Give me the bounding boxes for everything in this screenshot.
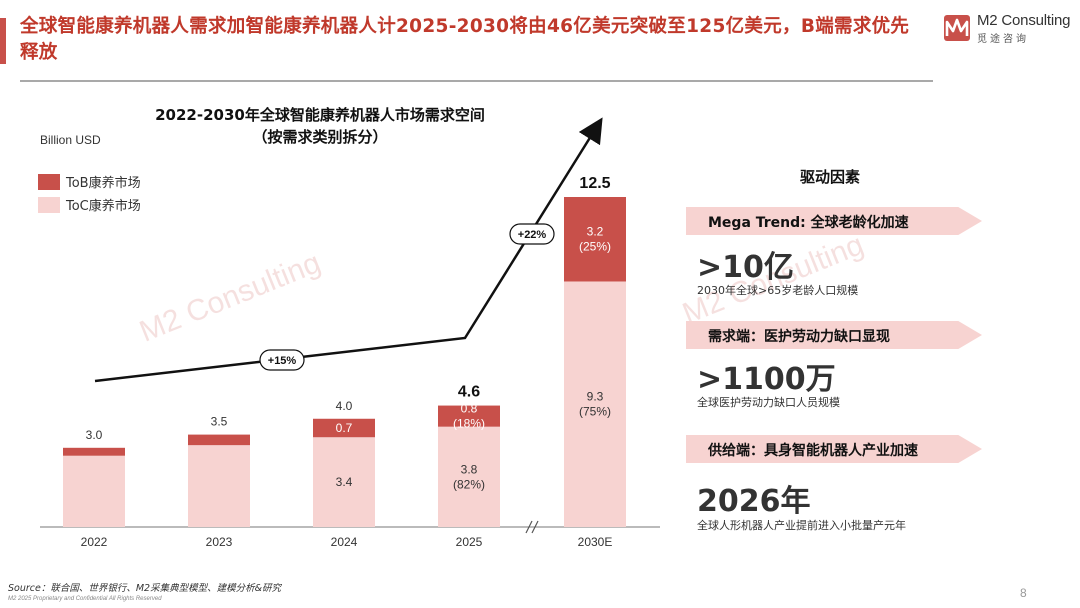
total-label-2022: 3.0 — [86, 428, 103, 442]
axis-break-mark — [531, 520, 539, 534]
driver-banner-megatrend: Mega Trend: 全球老龄化加速 — [686, 207, 982, 235]
bar-toc-2023 — [188, 445, 250, 527]
page-number: 8 — [1020, 586, 1027, 600]
driver-value-labor-gap: >1100万 — [697, 362, 836, 397]
total-label-2025: 4.6 — [458, 384, 480, 401]
bar-tob-2022 — [63, 447, 125, 456]
data-label-toc-2025: (82%) — [453, 477, 485, 491]
chart-subtitle: （按需求类别拆分） — [252, 128, 388, 146]
bar-tob-2024 — [313, 418, 375, 438]
driver-desc-year: 全球人形机器人产业提前进入小批量产元年 — [697, 519, 906, 532]
m2-logo: M2 Consulting 觅途咨询 — [943, 12, 1078, 46]
data-label-toc-2025: 3.8 — [461, 462, 478, 476]
logo-name: M2 Consulting — [977, 12, 1071, 29]
source-note: Source：联合国、世界银行、M2采集典型模型、建模分析&研究 — [8, 583, 281, 594]
chart-title: 2022-2030年全球智能康养机器人市场需求空间 （按需求类别拆分） — [110, 104, 530, 148]
total-label-2030E: 12.5 — [579, 175, 610, 192]
data-label-tob-2025: 0.8 — [461, 402, 478, 416]
x-tick-2024: 2024 — [331, 535, 358, 549]
growth-badge — [259, 349, 305, 371]
title-accent-bar — [0, 18, 6, 64]
legend-item-toc: ToC康养市场 — [38, 193, 141, 216]
bar-toc-2022 — [63, 455, 125, 527]
drivers-heading: 驱动因素 — [799, 168, 860, 186]
driver-value-elderly: >10亿 — [697, 250, 794, 285]
driver-value-year: 2026年 — [697, 484, 811, 519]
driver-banner-label: 需求端：医护劳动力缺口显现 — [708, 329, 890, 345]
bar-tob-2023 — [188, 434, 250, 446]
driver-desc-labor-gap: 全球医护劳动力缺口人员规模 — [697, 396, 840, 409]
total-label-2023: 3.5 — [211, 415, 228, 429]
data-label-toc-2030E: 9.3 — [587, 390, 604, 404]
driver-banner-demand: 需求端：医护劳动力缺口显现 — [686, 321, 982, 349]
page-title: 全球智能康养机器人需求加智能康养机器人计2025-2030将由46亿美元突破至1… — [20, 16, 910, 63]
bar-toc-2024 — [313, 437, 375, 527]
data-label-tob-2025: (18%) — [453, 417, 485, 431]
growth-badge — [509, 223, 555, 245]
chart-legend: ToB康养市场 ToC康养市场 — [38, 170, 141, 216]
legend-swatch-toc — [38, 196, 60, 213]
legend-item-tob: ToB康养市场 — [38, 170, 141, 193]
confidential-note: M2 2025 Proprietary and Confidential All… — [8, 596, 162, 602]
driver-banner-supply: 供给端：具身智能机器人产业加速 — [686, 435, 982, 463]
data-label-tob-2030E: (25%) — [579, 240, 611, 254]
chart-title-main: 2022-2030年全球智能康养机器人市场需求空间 — [155, 106, 485, 124]
growth-rate-label: +15% — [268, 355, 297, 367]
bar-toc-2025 — [438, 426, 500, 527]
y-axis-unit: Billion USD — [40, 133, 101, 147]
title-divider — [20, 80, 933, 82]
driver-desc-elderly: 2030年全球>65岁老龄人口规模 — [697, 284, 859, 297]
total-label-2024: 4.0 — [336, 399, 353, 413]
legend-label-toc: ToC康养市场 — [66, 199, 141, 214]
data-label-tob-2030E: 3.2 — [587, 225, 604, 239]
logo-subtitle: 觅途咨询 — [977, 34, 1029, 45]
legend-label-tob: ToB康养市场 — [66, 176, 141, 191]
bar-tob-2025 — [438, 405, 500, 427]
axis-break-mark — [525, 520, 533, 534]
x-tick-2023: 2023 — [206, 535, 233, 549]
driver-banner-label: Mega Trend: 全球老龄化加速 — [708, 215, 909, 231]
data-label-tob-2024: 0.7 — [336, 421, 353, 435]
x-tick-2022: 2022 — [81, 535, 108, 549]
legend-swatch-tob — [38, 173, 60, 190]
growth-rate-label: +22% — [518, 229, 547, 241]
m2-logo-icon — [944, 15, 970, 41]
bar-tob-2030E — [564, 197, 626, 282]
x-tick-2030E: 2030E — [578, 535, 613, 549]
data-label-toc-2024: 3.4 — [336, 475, 353, 489]
data-label-toc-2030E: (75%) — [579, 405, 611, 419]
x-tick-2025: 2025 — [456, 535, 483, 549]
growth-trend-arrow — [94, 117, 603, 383]
bar-toc-2030E — [564, 281, 626, 527]
driver-banner-label: 供给端：具身智能机器人产业加速 — [708, 443, 918, 459]
